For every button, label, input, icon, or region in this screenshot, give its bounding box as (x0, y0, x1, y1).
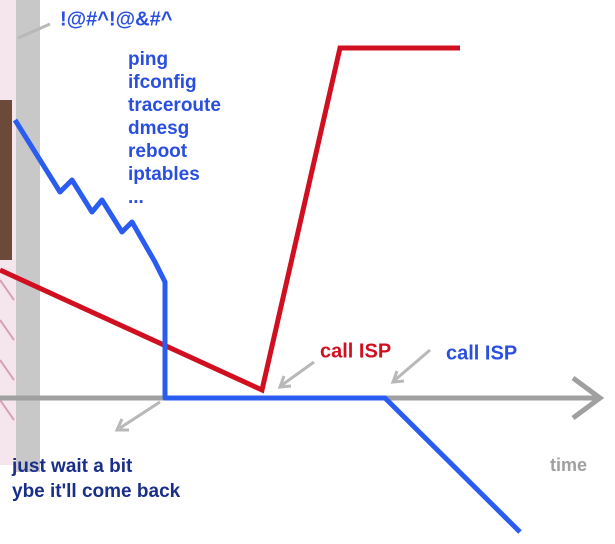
red-label: call ISP (320, 340, 391, 362)
command: reboot (128, 141, 188, 162)
command: dmesg (128, 118, 189, 139)
pointers (18, 24, 430, 430)
photo-shadow (14, 0, 40, 472)
command: ... (128, 187, 144, 208)
caption-line: just wait a bit (11, 456, 133, 477)
photo-hair (0, 100, 12, 260)
command: traceroute (128, 95, 221, 116)
diagram: !@#^!@&#^ pingifconfigtraceroutedmesgreb… (0, 0, 615, 539)
caption-line: ybe it'll come back (12, 481, 181, 502)
blue-label: call ISP (446, 342, 517, 364)
red-line (0, 48, 460, 390)
command: iptables (128, 164, 200, 185)
exclamation: !@#^!@&#^ (60, 8, 173, 30)
axis-label: time (550, 455, 587, 475)
command: ping (128, 49, 168, 70)
command: ifconfig (128, 72, 197, 93)
